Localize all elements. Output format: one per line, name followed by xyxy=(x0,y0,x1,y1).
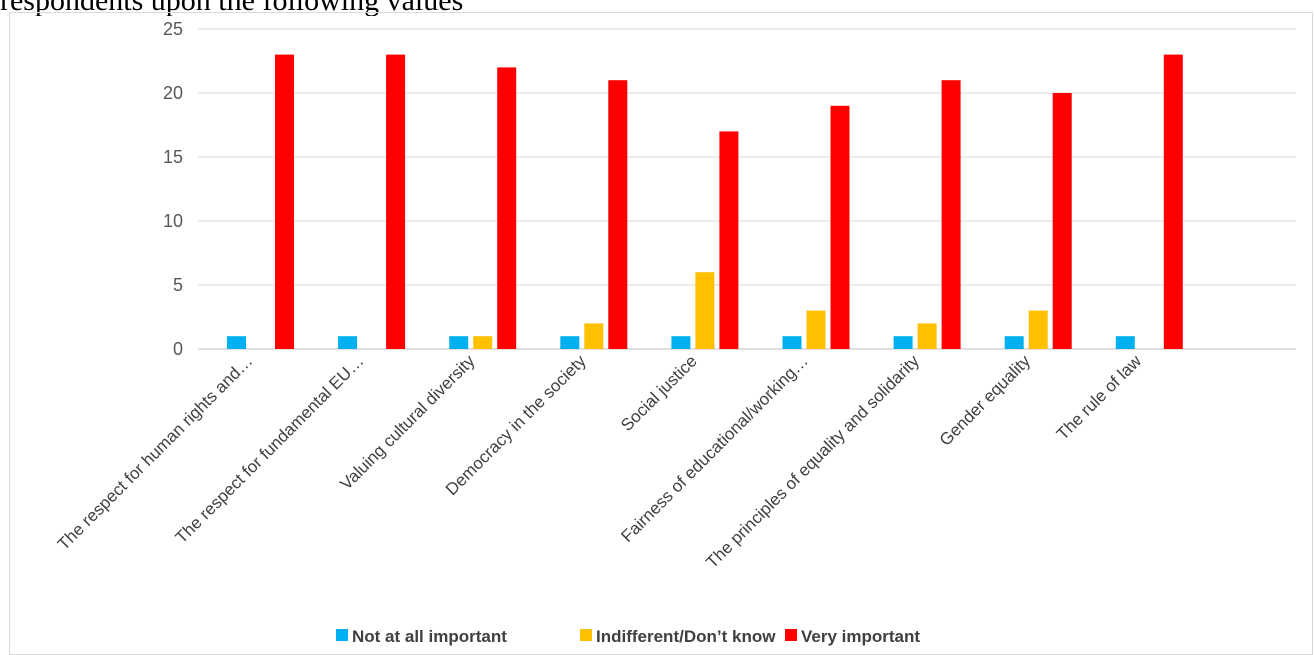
bar-not-at-all-important-5 xyxy=(671,336,691,349)
legend-swatch-1 xyxy=(336,629,348,641)
category-label-7: The principles of equality and solidarit… xyxy=(702,351,923,572)
bar-not-at-all-important-1 xyxy=(227,336,246,349)
gridlines xyxy=(198,28,1296,350)
bar-not-at-all-important-7 xyxy=(893,336,913,349)
category-label-8: Gender equality xyxy=(936,351,1035,450)
category-label-9: The rule of law xyxy=(1053,351,1146,444)
legend-label-1: Not at all important xyxy=(352,627,507,646)
bar-very-important-3 xyxy=(497,67,517,350)
category-label-2: The respect for fundamental EU… xyxy=(172,351,368,547)
bars xyxy=(227,54,1183,350)
category-label-6: Fairness of educational/working… xyxy=(617,351,812,546)
legend-label-2: Indifferent/Don’t know xyxy=(596,627,776,646)
y-tick-label-25: 25 xyxy=(163,19,183,39)
bar-indifferent-don-t-know-5 xyxy=(695,272,715,349)
legend-label-3: Very important xyxy=(801,627,920,646)
bar-indifferent-don-t-know-6 xyxy=(806,310,826,349)
bar-indifferent-don-t-know-4 xyxy=(584,323,604,349)
category-label-5: Social justice xyxy=(617,351,701,435)
y-tick-label-20: 20 xyxy=(163,83,183,103)
legend-swatch-3 xyxy=(785,629,797,641)
bar-indifferent-don-t-know-7 xyxy=(917,323,937,349)
y-axis-ticks: 0 5 10 15 20 25 xyxy=(163,19,183,359)
bar-not-at-all-important-2 xyxy=(338,336,358,349)
legend-swatch-2 xyxy=(580,629,592,641)
cropped-caption-text: respondents upon the following values xyxy=(0,0,1314,16)
bar-very-important-2 xyxy=(386,54,406,349)
bar-indifferent-don-t-know-3 xyxy=(473,336,493,349)
bar-very-important-5 xyxy=(719,131,739,349)
y-tick-label-5: 5 xyxy=(173,275,183,295)
bar-very-important-1 xyxy=(275,54,294,349)
bar-very-important-9 xyxy=(1163,54,1183,349)
y-tick-label-0: 0 xyxy=(173,339,183,359)
bar-very-important-6 xyxy=(830,105,850,349)
bar-not-at-all-important-9 xyxy=(1115,336,1135,349)
bar-not-at-all-important-8 xyxy=(1004,336,1024,349)
legend: Not at all important Indifferent/Don’t kn… xyxy=(336,627,920,646)
bar-very-important-7 xyxy=(941,80,961,349)
bar-not-at-all-important-3 xyxy=(449,336,469,349)
y-tick-label-10: 10 xyxy=(163,211,183,231)
bar-very-important-8 xyxy=(1052,93,1072,349)
category-label-1: The respect for human rights and… xyxy=(54,351,257,554)
bar-indifferent-don-t-know-8 xyxy=(1028,310,1048,349)
bar-not-at-all-important-6 xyxy=(782,336,802,349)
category-labels: The respect for human rights and…The res… xyxy=(54,351,1146,572)
bar-very-important-4 xyxy=(608,80,628,349)
y-tick-label-15: 15 xyxy=(163,147,183,167)
bar-not-at-all-important-4 xyxy=(560,336,580,349)
